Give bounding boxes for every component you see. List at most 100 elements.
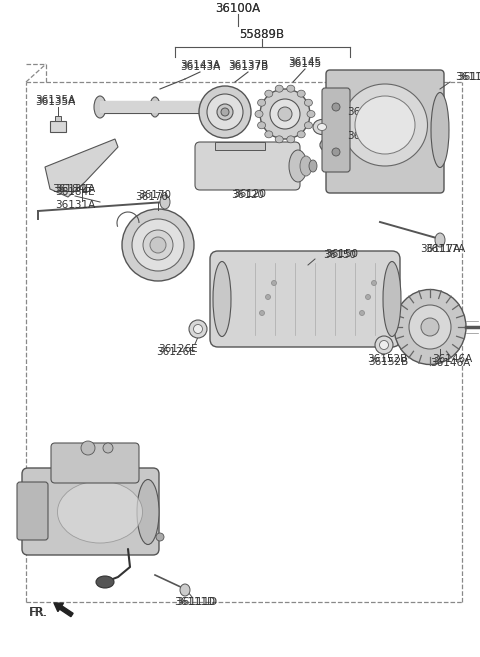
FancyBboxPatch shape <box>322 88 350 172</box>
Text: 36137B: 36137B <box>228 60 268 70</box>
Ellipse shape <box>203 97 213 117</box>
Text: 36145: 36145 <box>288 57 322 67</box>
Text: 36120: 36120 <box>233 189 266 199</box>
Text: 36100A: 36100A <box>216 3 261 16</box>
Ellipse shape <box>270 99 300 129</box>
Text: 36170: 36170 <box>139 190 171 200</box>
Ellipse shape <box>143 230 173 260</box>
FancyBboxPatch shape <box>51 443 139 483</box>
Bar <box>50 121 66 132</box>
Text: 36135A: 36135A <box>35 97 75 107</box>
Ellipse shape <box>375 336 393 354</box>
Text: 36138A: 36138A <box>345 107 385 117</box>
Text: FR.: FR. <box>29 606 47 620</box>
Ellipse shape <box>160 195 170 209</box>
Ellipse shape <box>343 84 428 166</box>
Ellipse shape <box>278 107 292 121</box>
Text: 36138A: 36138A <box>347 107 387 117</box>
Text: 36150: 36150 <box>324 250 357 260</box>
Ellipse shape <box>150 237 166 253</box>
Text: 36184E: 36184E <box>52 184 92 194</box>
Ellipse shape <box>300 156 312 176</box>
Text: 55889B: 55889B <box>240 28 285 41</box>
Text: 36137B: 36137B <box>228 62 268 72</box>
Ellipse shape <box>199 86 251 138</box>
Bar <box>215 142 265 150</box>
Ellipse shape <box>103 443 113 453</box>
Ellipse shape <box>217 104 233 120</box>
Text: 36137A: 36137A <box>347 131 387 141</box>
Text: 36152B: 36152B <box>367 354 407 364</box>
Text: 36111D: 36111D <box>177 597 217 607</box>
Ellipse shape <box>289 150 307 182</box>
FancyBboxPatch shape <box>195 142 300 190</box>
Ellipse shape <box>94 96 106 118</box>
Text: 36126E: 36126E <box>156 347 196 357</box>
Ellipse shape <box>317 124 326 131</box>
FancyBboxPatch shape <box>17 482 48 540</box>
Text: 36131A: 36131A <box>55 200 95 210</box>
Ellipse shape <box>355 96 415 154</box>
Ellipse shape <box>96 576 114 588</box>
Ellipse shape <box>332 148 340 156</box>
Ellipse shape <box>260 311 264 315</box>
Ellipse shape <box>189 320 207 338</box>
Ellipse shape <box>58 481 143 543</box>
Ellipse shape <box>272 281 276 286</box>
Ellipse shape <box>122 209 194 281</box>
Text: 36143A: 36143A <box>180 62 220 72</box>
Ellipse shape <box>265 90 273 97</box>
Ellipse shape <box>332 103 340 111</box>
Text: 55889B: 55889B <box>240 28 285 41</box>
Text: 36152B: 36152B <box>368 357 408 367</box>
Ellipse shape <box>275 136 283 143</box>
FancyBboxPatch shape <box>326 70 444 193</box>
Text: 36146A: 36146A <box>432 354 472 364</box>
Ellipse shape <box>304 122 312 129</box>
Text: 36111D: 36111D <box>174 597 216 607</box>
Ellipse shape <box>132 219 184 271</box>
Text: 36145: 36145 <box>288 59 322 69</box>
Ellipse shape <box>313 120 331 135</box>
Ellipse shape <box>287 136 295 143</box>
Ellipse shape <box>297 90 305 97</box>
Text: 36126E: 36126E <box>158 344 198 354</box>
Text: 36117A: 36117A <box>425 244 465 254</box>
Ellipse shape <box>81 441 95 455</box>
Ellipse shape <box>213 261 231 336</box>
Ellipse shape <box>431 93 449 168</box>
Text: 36184E: 36184E <box>55 187 95 197</box>
Ellipse shape <box>180 584 190 596</box>
Bar <box>55 116 61 121</box>
Text: 36120: 36120 <box>231 190 264 200</box>
FancyBboxPatch shape <box>22 468 159 555</box>
Polygon shape <box>45 139 118 197</box>
Text: 36137A: 36137A <box>345 132 385 142</box>
Text: 36135A: 36135A <box>35 95 75 105</box>
Ellipse shape <box>275 85 283 92</box>
Ellipse shape <box>421 318 439 336</box>
Ellipse shape <box>304 99 312 106</box>
Ellipse shape <box>137 480 159 545</box>
Ellipse shape <box>372 281 376 286</box>
Ellipse shape <box>365 294 371 300</box>
Ellipse shape <box>307 110 315 118</box>
Text: 36131A: 36131A <box>55 184 95 194</box>
Ellipse shape <box>221 108 229 116</box>
Ellipse shape <box>360 311 364 315</box>
Ellipse shape <box>258 99 265 106</box>
Text: 36110: 36110 <box>457 72 480 82</box>
Text: 36150: 36150 <box>325 249 359 259</box>
Text: 36146A: 36146A <box>430 358 470 368</box>
Ellipse shape <box>150 97 160 117</box>
Ellipse shape <box>409 305 451 349</box>
Ellipse shape <box>435 233 445 247</box>
Ellipse shape <box>287 85 295 92</box>
Ellipse shape <box>265 294 271 300</box>
Ellipse shape <box>156 533 164 541</box>
Ellipse shape <box>297 131 305 138</box>
Ellipse shape <box>258 122 265 129</box>
Ellipse shape <box>207 94 243 130</box>
Ellipse shape <box>265 131 273 138</box>
Ellipse shape <box>380 340 388 350</box>
